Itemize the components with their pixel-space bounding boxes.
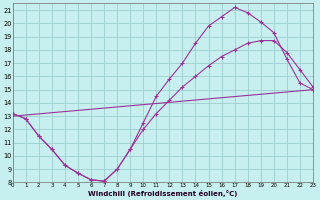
X-axis label: Windchill (Refroidissement éolien,°C): Windchill (Refroidissement éolien,°C) xyxy=(88,190,237,197)
